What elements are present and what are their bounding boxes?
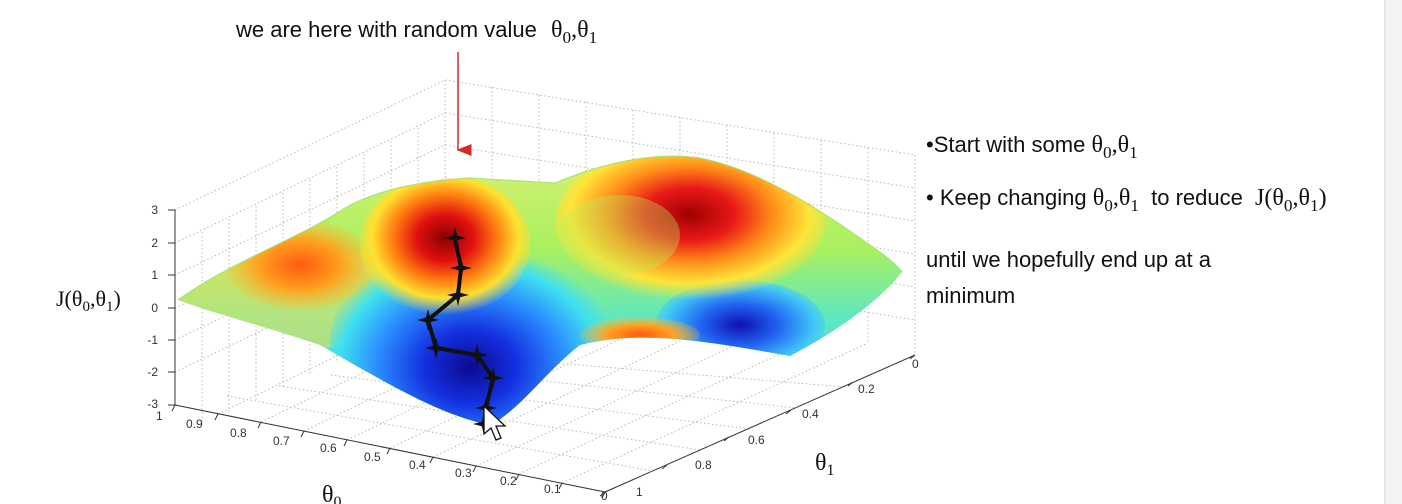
z-tick: 3 [151, 203, 158, 217]
theta0-tick: 1 [156, 409, 163, 423]
z-tick: -1 [147, 333, 158, 347]
theta1-tick: 0.2 [858, 382, 875, 396]
bullet-until-minimum: until we hopefully end up at a minimum [926, 247, 1211, 308]
bullet-start: •Start with some θ0,θ1 [926, 132, 1138, 163]
z-tick: -2 [147, 365, 158, 379]
theta1-tick: 0.8 [695, 458, 712, 472]
bullet-keep-theta: θ0,θ1 [1092, 185, 1140, 216]
descent-step-marker [482, 367, 504, 389]
bullet-keep-text: • Keep changing [926, 185, 1087, 210]
start-annotation: we are here with random value θ0,θ1 [236, 17, 598, 48]
theta1-tick: 0 [912, 357, 919, 371]
theta0-tick: 0.7 [273, 434, 290, 448]
z-axis-ticks: 3 2 1 0 -1 -2 -3 [147, 203, 175, 411]
descent-step-marker [466, 344, 488, 366]
z-tick: 1 [151, 268, 158, 282]
z-tick: -3 [147, 397, 158, 411]
theta1-axis-label: θ1 [815, 450, 835, 479]
z-axis-label: J(θ0,θ1) [56, 286, 121, 315]
bullet-start-text: •Start with some [926, 132, 1086, 157]
descent-step-marker [425, 337, 447, 359]
mouse-cursor-icon [483, 404, 507, 441]
z-tick: 2 [151, 236, 158, 250]
theta0-axis-ticks: 1 0.9 0.8 0.7 0.6 0.5 0.4 0.3 0.2 0.1 0 [156, 404, 608, 503]
bullet-start-theta: θ0,θ1 [1091, 132, 1138, 163]
annotation-theta-pair: θ0,θ1 [550, 17, 598, 48]
theta0-tick: 0.6 [320, 441, 337, 455]
theta0-tick: 0 [601, 489, 608, 503]
descent-step-marker [417, 309, 439, 331]
descent-step-marker [444, 227, 466, 249]
side-panel-strip [1386, 0, 1402, 504]
theta0-tick: 0.5 [364, 450, 381, 464]
surface-plot: 3 2 1 0 -1 -2 -3 1 0.9 0.8 0.7 0.6 0.5 [56, 52, 919, 504]
descent-step-marker [450, 257, 472, 279]
theta0-tick: 0.1 [544, 482, 561, 496]
theta1-tick: 0.4 [802, 407, 819, 421]
theta0-tick: 0.9 [186, 417, 203, 431]
theta1-axis-ticks: 0 0.2 0.4 0.6 0.8 1 [599, 354, 919, 499]
theta1-tick: 0.6 [748, 433, 765, 447]
bullet-keep-cost: J(θ0,θ1) [1255, 185, 1327, 216]
theta0-tick: 0.8 [230, 426, 247, 440]
cost-surface [177, 155, 903, 425]
bullet-keep-changing: • Keep changing θ0,θ1 to reduce J(θ0,θ1) [926, 185, 1327, 216]
theta0-axis-label: θ0 [322, 482, 342, 504]
theta1-tick: 1 [636, 485, 643, 499]
annotation-text: we are here with random value [236, 17, 537, 42]
bullet-keep-mid: to reduce [1151, 185, 1243, 210]
z-tick: 0 [151, 301, 158, 315]
theta0-tick: 0.2 [500, 474, 517, 488]
theta0-tick: 0.3 [455, 466, 472, 480]
slide-edge-divider [1384, 0, 1386, 504]
descent-step-marker [447, 284, 469, 306]
theta0-tick: 0.4 [409, 458, 426, 472]
